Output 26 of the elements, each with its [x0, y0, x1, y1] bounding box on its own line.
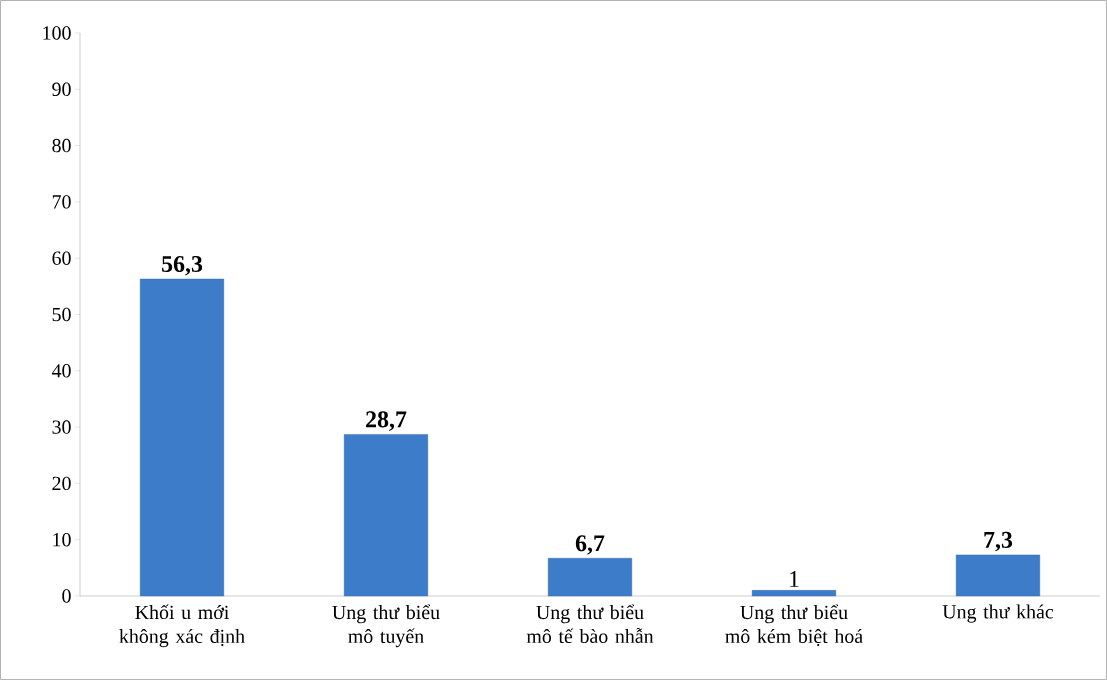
bar: [751, 590, 837, 597]
bar: [343, 434, 429, 597]
y-tick-label: 60: [52, 251, 71, 265]
x-tick-label: Ung thư biểu mô kém biệt hoá: [725, 604, 863, 647]
y-tick-label: 50: [52, 307, 71, 322]
y-tick-label: 20: [52, 476, 71, 491]
bar: [139, 278, 225, 597]
x-tick-label: Khối u mới không xác định: [119, 604, 245, 648]
x-tick-label: Ung thư biểu mô tuyến: [332, 604, 440, 648]
data-label: 28,7: [366, 411, 407, 431]
x-tick-label: Ung thư khác: [942, 604, 1054, 623]
y-tick-label: 10: [53, 532, 71, 547]
y-tick-label: 40: [51, 364, 71, 378]
y-tick-label: 80: [52, 138, 71, 153]
data-label: 7,3: [984, 531, 1013, 552]
data-label: 1: [790, 571, 799, 587]
y-tick-label: 30: [52, 420, 71, 434]
y-tick-label: 0: [62, 589, 71, 603]
data-label: 56,3: [162, 255, 203, 276]
bar: [955, 554, 1040, 597]
y-tick-label: 70: [52, 195, 71, 209]
x-tick-label: Ung thư biểu mô tế bào nhẫn: [526, 604, 654, 644]
bar: [547, 558, 633, 597]
y-tick-label: 100: [43, 26, 71, 40]
y-tick-label: 90: [52, 82, 71, 96]
data-label: 6,7: [575, 535, 605, 555]
